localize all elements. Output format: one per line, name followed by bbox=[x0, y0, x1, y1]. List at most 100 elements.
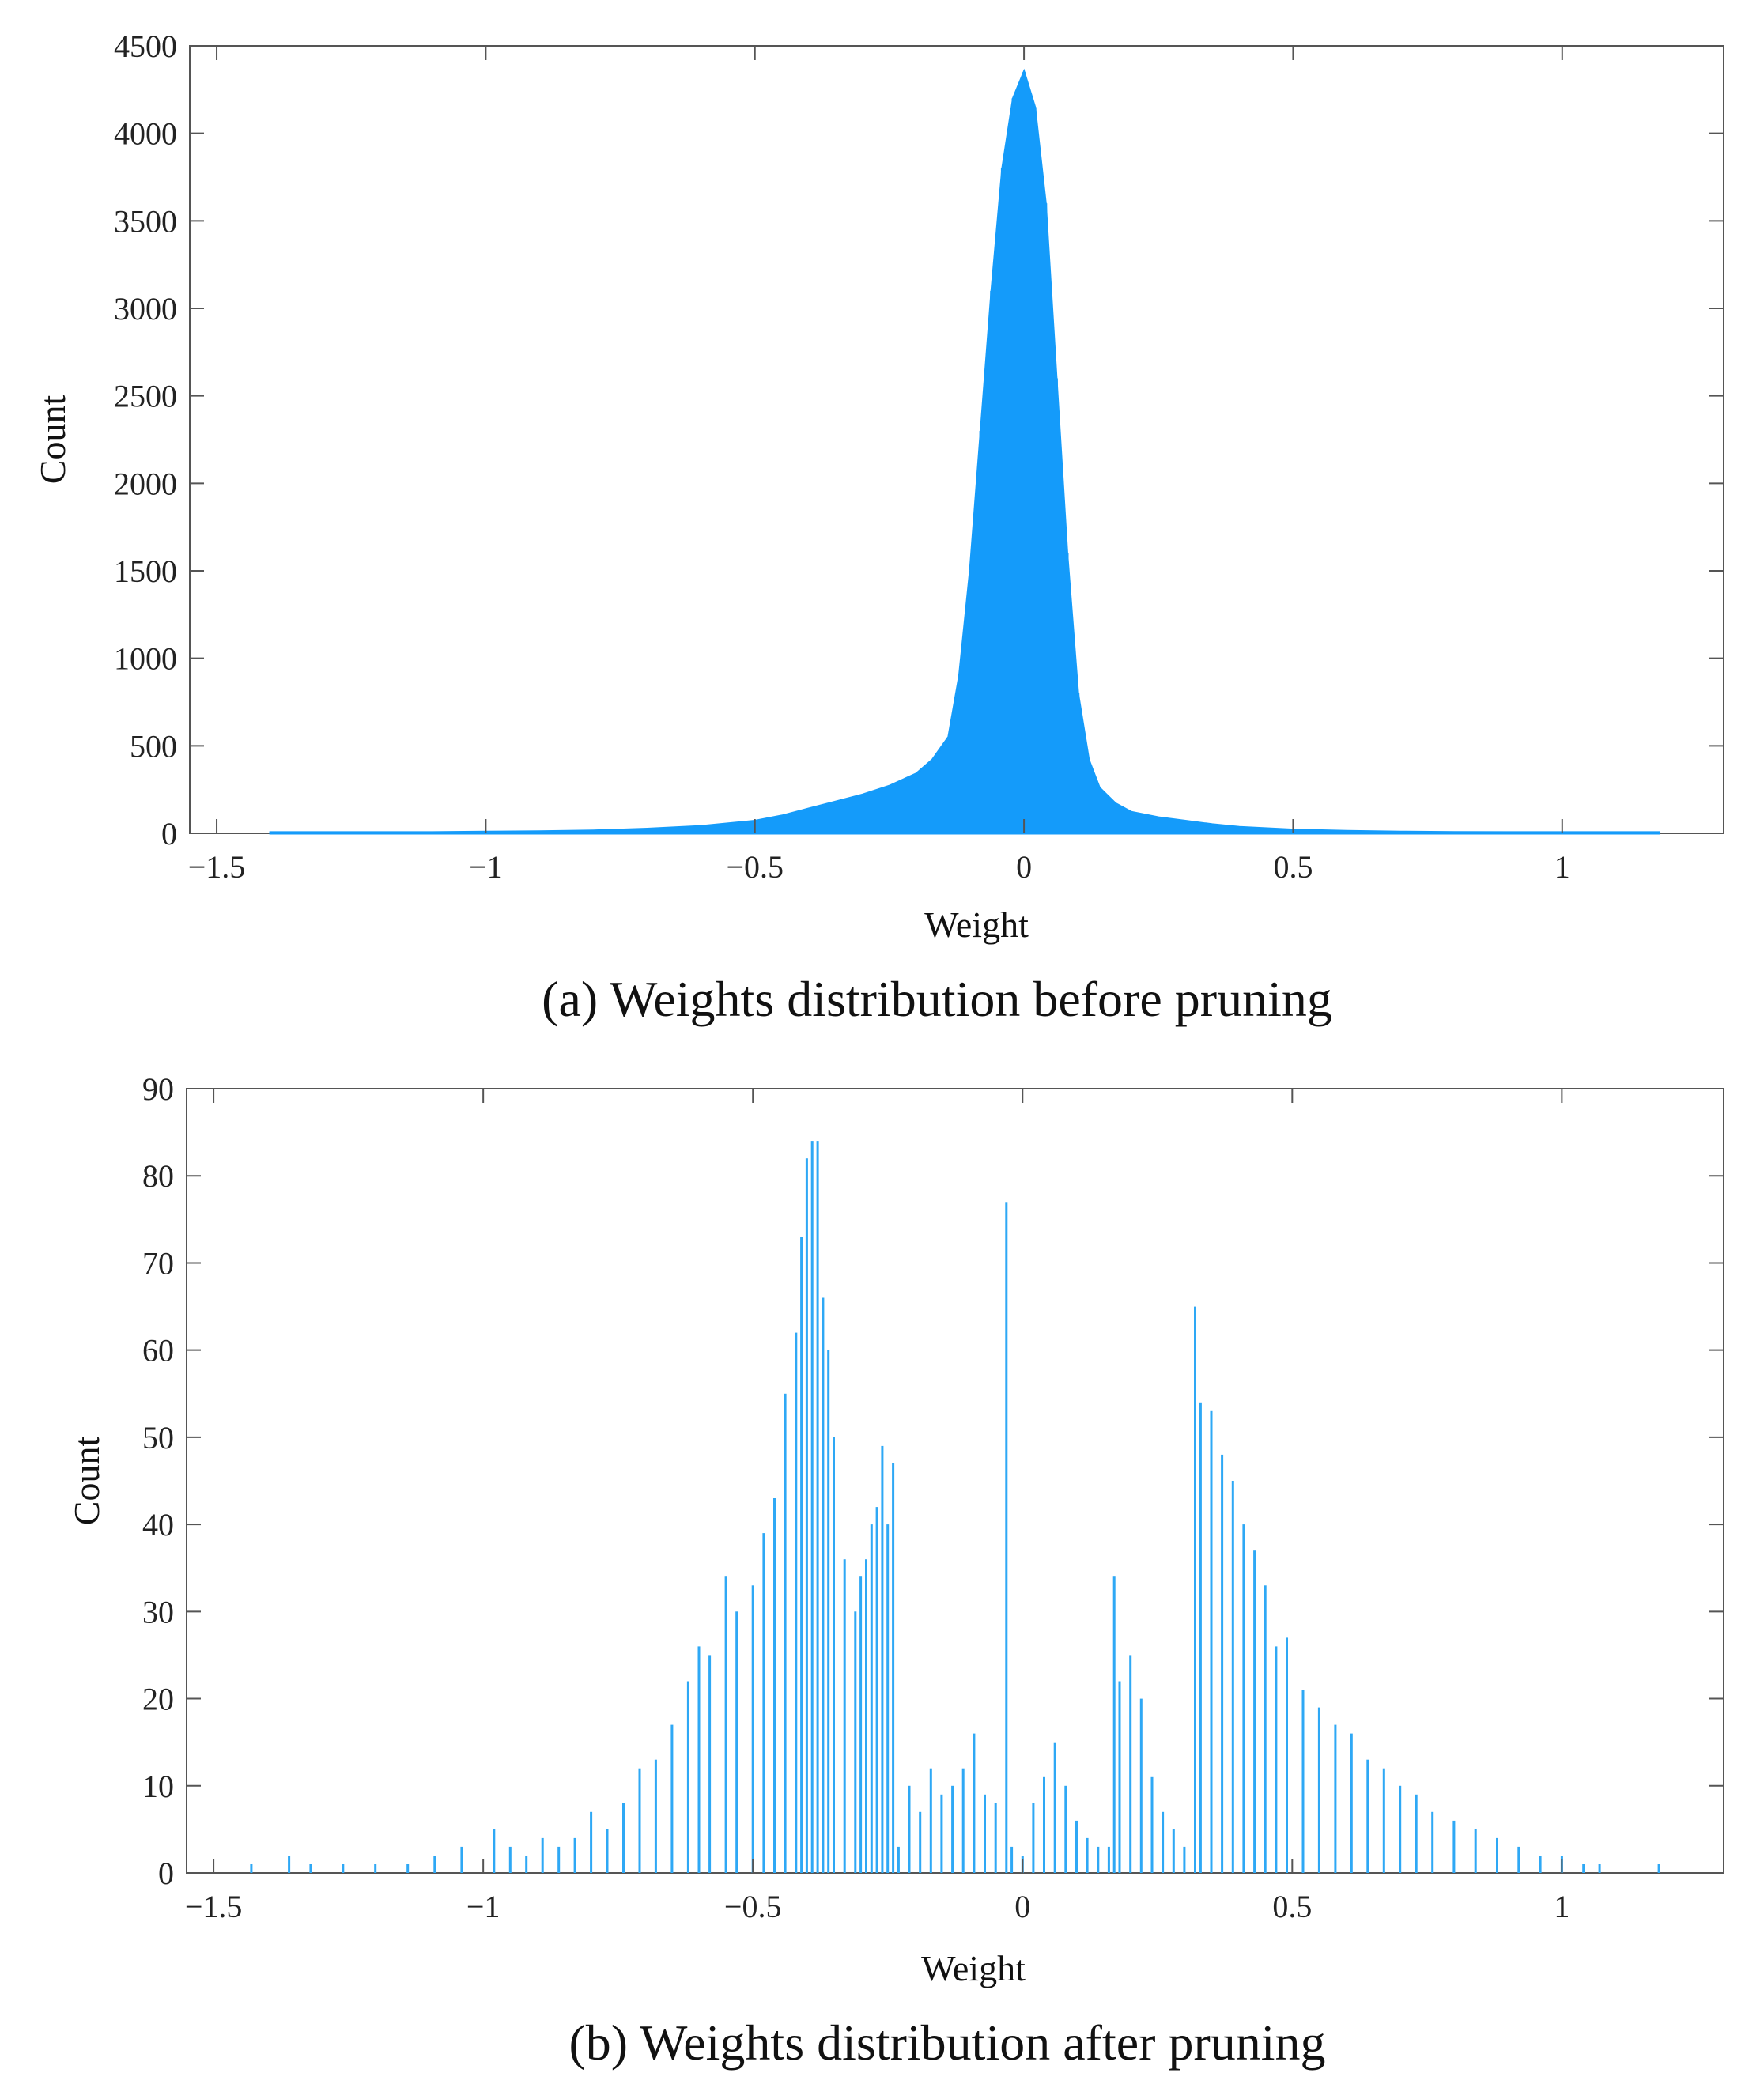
y-tick-label: 60 bbox=[142, 1333, 174, 1369]
bar-after-52 bbox=[961, 1768, 965, 1873]
bar-after-63 bbox=[1075, 1820, 1078, 1873]
bar-after-39 bbox=[859, 1576, 863, 1873]
bar-after-60 bbox=[1043, 1776, 1045, 1873]
bar-after-93 bbox=[1431, 1811, 1434, 1873]
bar-after-38 bbox=[854, 1611, 857, 1873]
bar-after-80 bbox=[1242, 1524, 1245, 1873]
bar-after-66 bbox=[1107, 1846, 1110, 1873]
bar-after-7 bbox=[460, 1846, 463, 1873]
x-tick-label: 1 bbox=[1554, 1889, 1569, 1924]
y-tick-label: 500 bbox=[130, 728, 177, 764]
y-tick-label: 3500 bbox=[114, 203, 177, 239]
bar-after-92 bbox=[1415, 1794, 1418, 1873]
bar-after-79 bbox=[1231, 1481, 1234, 1873]
bar-after-96 bbox=[1496, 1837, 1498, 1873]
bar-after-84 bbox=[1286, 1637, 1288, 1873]
bar-after-61 bbox=[1053, 1742, 1056, 1873]
bar-after-31 bbox=[805, 1158, 808, 1873]
bar-after-48 bbox=[919, 1811, 922, 1873]
bar-after-17 bbox=[638, 1768, 641, 1873]
x-tick-label: 0.5 bbox=[1273, 849, 1313, 885]
bar-after-29 bbox=[795, 1332, 798, 1873]
bars-before bbox=[269, 68, 1661, 835]
bar-after-71 bbox=[1150, 1776, 1154, 1873]
x-tick-label: −1 bbox=[466, 1889, 500, 1924]
bar-after-2 bbox=[309, 1864, 312, 1873]
y-tick-label: 90 bbox=[142, 1071, 174, 1107]
bar-after-76 bbox=[1199, 1402, 1202, 1873]
bar-after-102 bbox=[1657, 1864, 1660, 1873]
bar-after-85 bbox=[1301, 1690, 1305, 1873]
bar-after-24 bbox=[735, 1611, 738, 1873]
bar-after-43 bbox=[881, 1445, 884, 1873]
y-tick-label: 30 bbox=[142, 1594, 174, 1629]
y-tick-label: 0 bbox=[161, 816, 177, 851]
bar-after-89 bbox=[1366, 1759, 1369, 1873]
bar-after-12 bbox=[557, 1846, 561, 1873]
bar-after-20 bbox=[686, 1681, 689, 1873]
x-axis-label-before: Weight bbox=[924, 904, 1029, 945]
x-tick-label: 1 bbox=[1554, 849, 1570, 885]
bar-after-83 bbox=[1275, 1646, 1278, 1873]
bar-after-49 bbox=[929, 1768, 932, 1873]
bar-after-15 bbox=[606, 1829, 609, 1873]
bar-after-94 bbox=[1452, 1820, 1456, 1873]
bar-after-11 bbox=[541, 1837, 544, 1873]
bar-after-97 bbox=[1517, 1846, 1520, 1873]
y-tick-label: 20 bbox=[142, 1682, 174, 1717]
bar-after-6 bbox=[433, 1856, 436, 1873]
bar-after-59 bbox=[1032, 1803, 1035, 1873]
bar-after-25 bbox=[751, 1585, 754, 1873]
bar-after-34 bbox=[822, 1297, 825, 1873]
y-tick-label: 10 bbox=[142, 1769, 174, 1804]
histogram-envelope-before bbox=[269, 68, 1660, 835]
bar-after-32 bbox=[810, 1141, 814, 1873]
x-tick-label: −1.5 bbox=[185, 1889, 243, 1924]
x-tick-label: 0 bbox=[1014, 1889, 1030, 1924]
x-axis-label-after: Weight bbox=[921, 1948, 1026, 1988]
x-tick-label: −1.5 bbox=[188, 849, 246, 885]
y-tick-label: 2000 bbox=[114, 466, 177, 501]
bar-after-56 bbox=[1005, 1202, 1008, 1873]
bar-after-41 bbox=[870, 1524, 873, 1873]
x-tick-label: −1 bbox=[469, 849, 503, 885]
bar-after-5 bbox=[406, 1864, 410, 1873]
bar-after-33 bbox=[816, 1141, 819, 1873]
bar-after-40 bbox=[865, 1559, 867, 1873]
caption-after: (b) Weights distribution after pruning bbox=[568, 2014, 1325, 2071]
y-tick-label: 4000 bbox=[114, 116, 177, 152]
bar-after-28 bbox=[784, 1393, 787, 1873]
bar-after-21 bbox=[697, 1646, 701, 1873]
y-tick-label: 1000 bbox=[114, 641, 177, 677]
y-tick-label: 70 bbox=[142, 1245, 174, 1281]
bar-after-100 bbox=[1582, 1864, 1585, 1873]
bar-after-101 bbox=[1598, 1864, 1601, 1873]
y-tick-label: 1500 bbox=[114, 553, 177, 589]
bar-after-1 bbox=[288, 1856, 291, 1873]
y-tick-label: 4500 bbox=[114, 28, 177, 64]
histogram-before-pruning: −1.5 −1 −0.5 0 0.5 1 0 500 1000 1500 2000 2500 3000 3… bbox=[32, 28, 1724, 1027]
bar-after-50 bbox=[940, 1794, 943, 1873]
bar-after-86 bbox=[1317, 1707, 1320, 1873]
bar-after-74 bbox=[1183, 1846, 1186, 1873]
bar-after-45 bbox=[892, 1463, 895, 1873]
y-tick-label: 50 bbox=[142, 1420, 174, 1456]
bar-after-9 bbox=[508, 1846, 512, 1873]
bar-after-68 bbox=[1118, 1681, 1121, 1873]
bar-after-82 bbox=[1264, 1585, 1267, 1873]
x-tick-label: −0.5 bbox=[724, 1889, 782, 1924]
bar-after-87 bbox=[1334, 1724, 1337, 1873]
bar-after-70 bbox=[1139, 1698, 1143, 1873]
bar-after-3 bbox=[342, 1864, 345, 1873]
bar-after-88 bbox=[1350, 1733, 1353, 1873]
bar-after-44 bbox=[886, 1524, 890, 1873]
bar-after-90 bbox=[1382, 1768, 1385, 1873]
bar-after-78 bbox=[1221, 1454, 1224, 1873]
bars-after bbox=[250, 1141, 1660, 1873]
bar-after-16 bbox=[622, 1803, 625, 1873]
caption-before: (a) Weights distribution before pruning bbox=[542, 971, 1332, 1027]
bar-after-4 bbox=[374, 1864, 377, 1873]
ticks-before: −1.5 −1 −0.5 0 0.5 1 0 500 1000 1500 2000 2500 3000 3… bbox=[114, 28, 1724, 885]
y-axis-label-before: Count bbox=[32, 395, 73, 485]
bar-after-42 bbox=[875, 1507, 878, 1873]
